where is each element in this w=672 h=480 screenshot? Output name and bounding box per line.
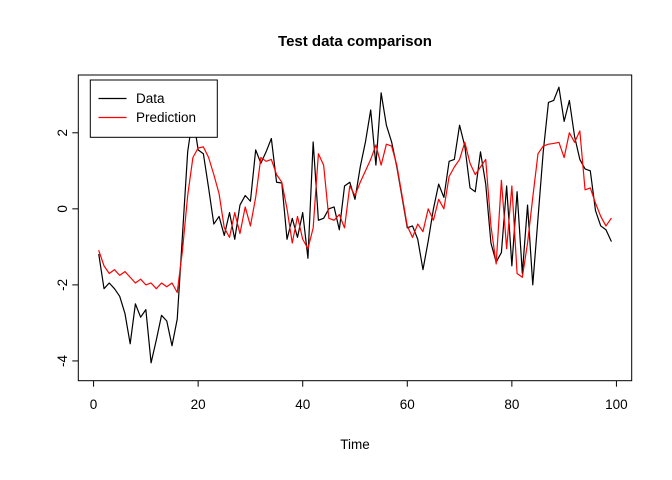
legend-box bbox=[89, 79, 218, 138]
legend-label-prediction: Prediction bbox=[136, 110, 196, 125]
x-axis-label: Time bbox=[340, 437, 370, 452]
y-tick-label: -4 bbox=[55, 354, 70, 366]
y-tick-label: 2 bbox=[55, 129, 70, 137]
x-axis-ticks: 0 20 40 60 80 100 bbox=[90, 380, 628, 412]
legend: Data Prediction bbox=[89, 79, 218, 138]
plot-box bbox=[77, 74, 633, 382]
x-tick-label: 80 bbox=[504, 397, 519, 412]
data-series-line bbox=[98, 86, 612, 364]
x-tick-label: 40 bbox=[295, 397, 310, 412]
x-tick-label: 20 bbox=[191, 397, 206, 412]
x-tick-label: 0 bbox=[90, 397, 98, 412]
prediction-series-line bbox=[98, 130, 612, 294]
chart-title: Test data comparison bbox=[278, 33, 432, 50]
legend-label-data: Data bbox=[136, 91, 165, 106]
y-tick-label: -2 bbox=[55, 279, 70, 291]
y-tick-label: 0 bbox=[55, 205, 70, 213]
x-tick-label: 100 bbox=[605, 397, 628, 412]
y-axis-ticks: -4 -2 0 2 bbox=[55, 129, 79, 367]
series-lines bbox=[98, 86, 612, 364]
x-tick-label: 60 bbox=[400, 397, 415, 412]
